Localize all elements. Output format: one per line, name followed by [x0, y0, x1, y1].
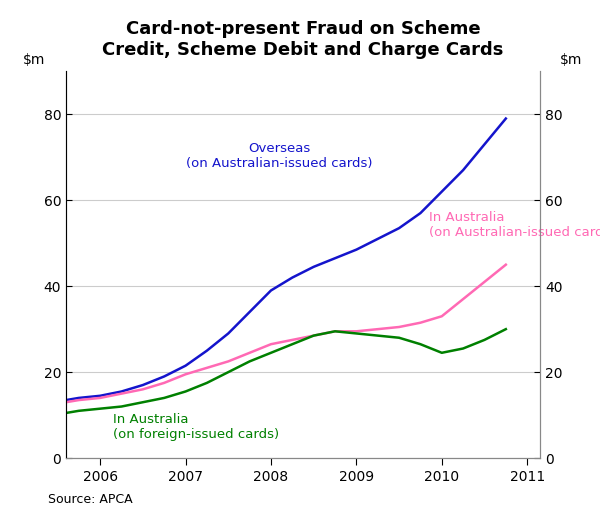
Text: $m: $m — [23, 53, 46, 67]
Text: Overseas
(on Australian-issued cards): Overseas (on Australian-issued cards) — [186, 142, 373, 170]
Title: Card-not-present Fraud on Scheme
Credit, Scheme Debit and Charge Cards: Card-not-present Fraud on Scheme Credit,… — [103, 20, 503, 59]
Text: In Australia
(on Australian-issued cards): In Australia (on Australian-issued cards… — [429, 211, 600, 239]
Text: In Australia
(on foreign-issued cards): In Australia (on foreign-issued cards) — [113, 413, 279, 441]
Text: $m: $m — [560, 53, 583, 67]
Text: Source: APCA: Source: APCA — [48, 493, 133, 506]
